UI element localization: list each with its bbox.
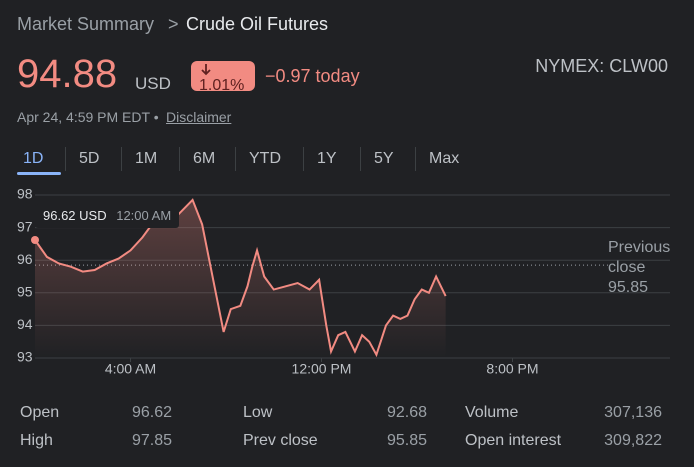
stat-value: 95.85 (386, 432, 427, 449)
y-tick-label: 97 (17, 218, 33, 234)
tab-separator (360, 147, 361, 171)
tab-separator (415, 147, 416, 171)
tab-separator (179, 147, 180, 171)
stat-label: Low (243, 404, 273, 421)
y-tick-label: 96 (17, 251, 33, 267)
range-tab[interactable]: 1Y (317, 150, 337, 167)
tab-separator (65, 147, 66, 171)
breadcrumb[interactable]: Market Summary (17, 14, 155, 34)
tooltip: 96.62 USD 12:00 AM (35, 204, 180, 228)
range-tab[interactable]: 1D (23, 150, 44, 167)
tab-separator (235, 147, 236, 171)
currency: USD (135, 74, 171, 93)
page-title: Crude Oil Futures (186, 14, 329, 34)
y-tick-label: 98 (17, 186, 33, 202)
down-arrow (201, 64, 211, 76)
stat-value: 307,136 (604, 404, 662, 421)
range-tab[interactable]: Max (429, 150, 460, 167)
x-tick-label: 4:00 AM (105, 361, 156, 377)
price: 94.88 (17, 52, 118, 96)
change-badge: 1.01% (191, 61, 255, 91)
previous-close-value: 95.85 (608, 279, 649, 296)
breadcrumb-separator: > (168, 14, 179, 34)
tooltip-price: 96.62 USD (43, 208, 107, 223)
range-tab[interactable]: 5D (79, 150, 100, 167)
previous-close-label: Previous close 95.85 (608, 238, 688, 298)
range-tab[interactable]: 6M (193, 150, 216, 167)
y-tick-label: 93 (17, 349, 33, 365)
range-tab[interactable]: 5Y (374, 150, 394, 167)
hover-dot (31, 235, 39, 244)
y-tick-label: 95 (17, 284, 33, 300)
x-tick-label: 12:00 PM (292, 361, 352, 377)
stat-label: Open (20, 404, 60, 421)
stat-value: 309,822 (604, 432, 662, 449)
stat-label: Prev close (243, 432, 318, 449)
range-tab[interactable]: YTD (249, 150, 281, 167)
previous-close-text: Previous close (608, 239, 671, 276)
price-line (34, 198, 447, 358)
timestamp: Apr 24, 4:59 PM EDT • (17, 109, 159, 125)
tab-separator (121, 147, 122, 171)
range-tab[interactable]: 1M (135, 150, 158, 167)
stat-value: 97.85 (131, 432, 172, 449)
stat-value: 96.62 (131, 404, 172, 421)
stat-value: 92.68 (386, 404, 427, 421)
change-today: −0.97 today (265, 66, 360, 86)
chart: 93 94 95 96 97 98 4:00 AM 12:00 PM 8:00 PM (17, 186, 670, 377)
tooltip-time: 12:00 AM (116, 208, 172, 223)
disclaimer-link[interactable]: Disclaimer (166, 109, 232, 125)
tab-indicator (17, 172, 61, 175)
change-percent: 1.01% (199, 77, 245, 91)
area-fill (35, 199, 446, 358)
stat-label: Open interest (465, 432, 562, 449)
y-tick-label: 94 (17, 316, 33, 332)
stat-label: High (20, 432, 53, 449)
stat-label: Volume (465, 404, 519, 421)
exchange: NYMEX: CLW00 (535, 56, 668, 76)
x-tick-label: 8:00 PM (486, 361, 538, 377)
tab-separator (303, 147, 304, 171)
